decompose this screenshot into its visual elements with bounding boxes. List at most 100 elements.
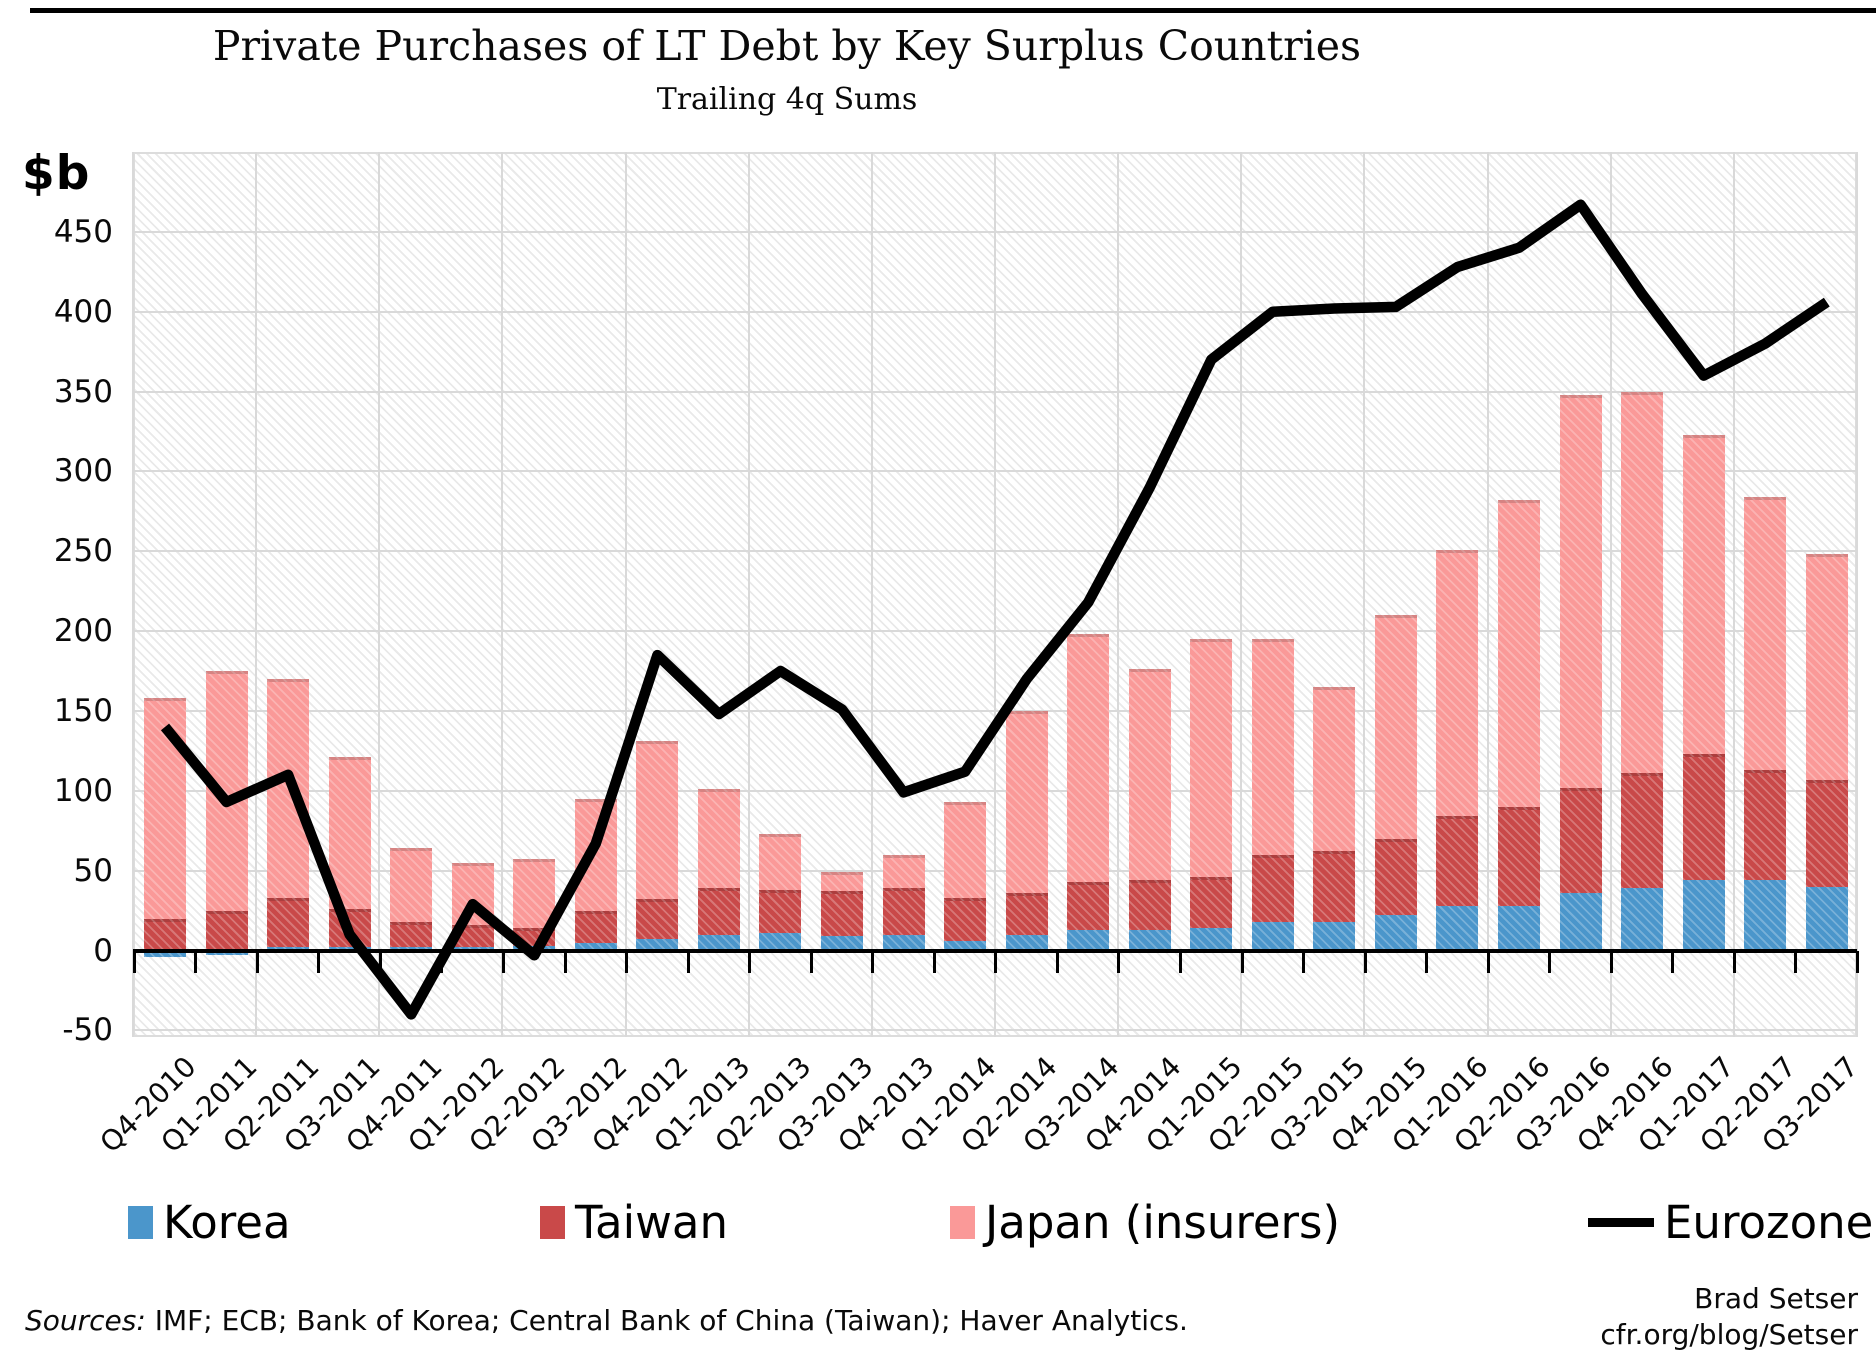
x-axis-tick xyxy=(1609,950,1613,973)
x-axis-tick xyxy=(1548,950,1552,973)
bar-segment-japan-insurers--q4-2011 xyxy=(390,848,433,922)
y-tick-label: 400 xyxy=(53,293,113,330)
bar-segment-taiwan-q3-2012 xyxy=(574,910,617,943)
x-axis-tick xyxy=(1178,950,1182,973)
x-axis-tick xyxy=(440,950,444,973)
bar-segment-japan-insurers--q4-2013 xyxy=(882,854,925,889)
bar-segment-korea-q1-2017 xyxy=(1682,880,1725,951)
legend-label: Korea xyxy=(163,1195,291,1249)
bar-segment-japan-insurers--q3-2013 xyxy=(821,872,864,892)
bar-segment-japan-insurers--q4-2016 xyxy=(1621,391,1664,774)
bar-segment-korea-q3-2014 xyxy=(1067,929,1110,951)
bar-segment-japan-insurers--q1-2013 xyxy=(697,789,740,889)
y-axis-unit-label: $b xyxy=(22,146,91,201)
bar-segment-japan-insurers--q2-2016 xyxy=(1498,500,1541,807)
bar-segment-taiwan-q3-2015 xyxy=(1313,851,1356,922)
eurozone-line xyxy=(160,199,1830,1020)
bar-segment-korea-q3-2013 xyxy=(821,936,864,951)
x-axis-tick xyxy=(932,950,936,973)
bar-segment-japan-insurers--q1-2015 xyxy=(1190,639,1233,878)
chart-title: Private Purchases of LT Debt by Key Surp… xyxy=(212,22,1362,70)
bar-segment-korea-q2-2016 xyxy=(1498,905,1541,951)
x-axis-tick xyxy=(994,950,998,973)
v-gridline xyxy=(378,152,381,1037)
v-gridline xyxy=(870,152,873,1037)
bar-segment-taiwan-q2-2016 xyxy=(1498,806,1541,906)
top-rule xyxy=(30,8,1876,13)
x-axis-tick xyxy=(1055,950,1059,973)
bar-segment-korea-q4-2016 xyxy=(1621,888,1664,951)
x-axis-tick xyxy=(1117,950,1121,973)
x-axis-tick xyxy=(1302,950,1306,973)
legend-swatch-icon xyxy=(540,1205,565,1239)
bar-segment-japan-insurers--q2-2012 xyxy=(513,859,556,929)
bar-segment-japan-insurers--q2-2013 xyxy=(759,833,802,890)
x-axis-tick xyxy=(1363,950,1367,973)
v-gridline xyxy=(255,152,258,1037)
x-axis-tick xyxy=(809,950,813,973)
bar-segment-korea-q4-2010 xyxy=(144,950,186,957)
x-axis-tick xyxy=(563,950,567,973)
bar-segment-taiwan-q3-2013 xyxy=(821,891,864,937)
author-credit: Brad Setser cfr.org/blog/Setser xyxy=(1600,1281,1858,1351)
x-axis-tick xyxy=(1486,950,1490,973)
bar-segment-japan-insurers--q1-2016 xyxy=(1436,549,1479,817)
x-axis-tick xyxy=(255,950,259,973)
bar-segment-korea-q3-2015 xyxy=(1313,921,1356,951)
x-axis-tick xyxy=(1856,950,1860,973)
bar-segment-taiwan-q3-2014 xyxy=(1067,881,1110,930)
x-axis-tick xyxy=(625,950,629,973)
x-axis-tick xyxy=(871,950,875,973)
bar-segment-japan-insurers--q3-2012 xyxy=(574,798,617,911)
bar-segment-korea-q1-2015 xyxy=(1190,928,1233,951)
y-tick-label: 300 xyxy=(53,453,113,490)
v-gridline xyxy=(1240,152,1243,1037)
x-axis-tick xyxy=(194,950,198,973)
v-gridline xyxy=(132,152,134,1037)
bar-segment-korea-q1-2016 xyxy=(1436,905,1479,951)
bar-segment-korea-q2-2017 xyxy=(1744,880,1787,951)
bar-segment-japan-insurers--q1-2014 xyxy=(944,801,987,898)
bar-segment-japan-insurers--q4-2015 xyxy=(1374,615,1417,839)
x-axis-tick xyxy=(501,950,505,973)
v-gridline xyxy=(1856,152,1858,1037)
bar-segment-korea-q2-2013 xyxy=(759,932,802,951)
x-axis-tick xyxy=(1794,950,1798,973)
y-tick-label: 0 xyxy=(93,932,113,969)
v-gridline xyxy=(501,152,504,1037)
bar-segment-taiwan-q4-2010 xyxy=(144,918,186,951)
v-gridline xyxy=(1609,152,1612,1037)
bar-segment-korea-q1-2011 xyxy=(205,950,248,956)
x-axis-tick xyxy=(378,950,382,973)
sources-note: Sources: IMF; ECB; Bank of Korea; Centra… xyxy=(25,1304,1188,1337)
legend-swatch-icon xyxy=(950,1205,975,1239)
y-tick-label: 450 xyxy=(53,213,113,250)
credit-author: Brad Setser xyxy=(1694,1282,1858,1315)
bar-segment-taiwan-q4-2016 xyxy=(1621,773,1664,889)
y-tick-label: 250 xyxy=(53,533,113,570)
x-axis-tick xyxy=(686,950,690,973)
bar-segment-taiwan-q1-2016 xyxy=(1436,816,1479,906)
legend-label: Japan (insurers) xyxy=(985,1195,1341,1249)
x-axis-tick xyxy=(1732,950,1736,973)
bar-segment-korea-q4-2015 xyxy=(1374,915,1417,951)
v-gridline xyxy=(1486,152,1489,1037)
v-gridline xyxy=(1732,152,1735,1037)
bar-segment-korea-q3-2016 xyxy=(1559,893,1602,951)
bar-segment-japan-insurers--q2-2014 xyxy=(1005,710,1048,893)
legend-line-icon xyxy=(1588,1217,1654,1227)
y-tick-label: -50 xyxy=(62,1012,113,1049)
bar-segment-japan-insurers--q2-2017 xyxy=(1744,496,1787,771)
v-gridline xyxy=(994,152,996,1037)
v-gridline xyxy=(624,152,627,1037)
bar-segment-korea-q3-2017 xyxy=(1805,886,1848,951)
bar-segment-japan-insurers--q3-2016 xyxy=(1559,394,1602,788)
sources-prefix: Sources: xyxy=(25,1304,146,1337)
legend-item-taiwan: Taiwan xyxy=(540,1192,728,1252)
x-axis-tick xyxy=(317,950,321,973)
y-tick-label: 200 xyxy=(53,613,113,650)
bar-segment-taiwan-q1-2017 xyxy=(1682,754,1725,881)
x-axis-tick xyxy=(1240,950,1244,973)
bar-segment-taiwan-q4-2015 xyxy=(1374,838,1417,916)
